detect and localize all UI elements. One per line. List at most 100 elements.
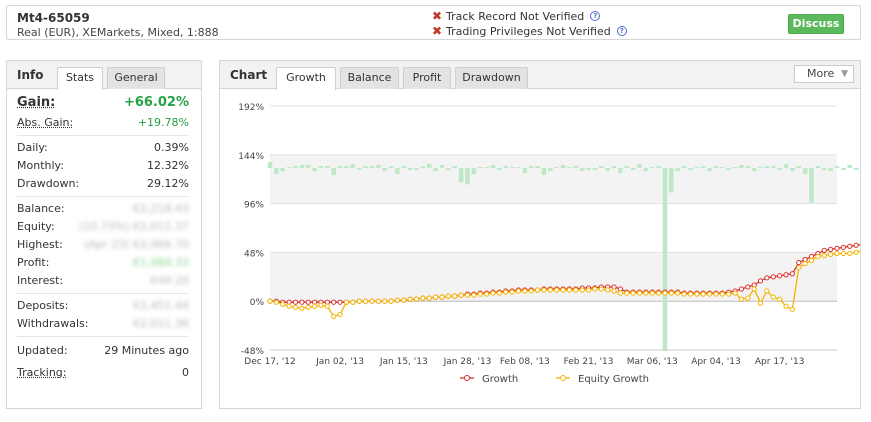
equity-growth-point — [356, 298, 362, 304]
withdrawals-label: Withdrawals: — [17, 317, 89, 330]
bar — [828, 168, 833, 172]
info-tabbar: Info Stats General — [7, 61, 201, 90]
bar — [815, 165, 821, 169]
abs-gain-value: +19.78% — [137, 116, 189, 129]
legend-marker — [560, 375, 566, 381]
equity-growth-point — [305, 304, 311, 310]
equity-growth-point — [783, 303, 789, 309]
tab-general[interactable]: General — [107, 67, 165, 89]
bar — [599, 165, 604, 169]
help-icon[interactable]: ? — [590, 11, 601, 21]
bar — [841, 168, 846, 171]
info-title: Info — [17, 68, 44, 82]
equity-growth-point — [675, 290, 681, 296]
growth-point — [783, 272, 789, 278]
equity-growth-point — [324, 303, 330, 309]
discuss-button[interactable]: Discuss — [788, 14, 844, 34]
growth-point — [770, 274, 776, 280]
equity-growth-point — [579, 287, 585, 293]
growth-point — [834, 245, 840, 251]
bar — [331, 168, 336, 176]
bar — [669, 168, 674, 193]
bar — [681, 165, 687, 169]
equity-growth-point — [464, 292, 471, 298]
bar — [446, 168, 451, 171]
bar — [274, 168, 279, 175]
more-label: More — [807, 67, 835, 80]
bar — [414, 168, 419, 171]
equity-growth-point — [757, 300, 764, 306]
equity-growth-point — [828, 251, 834, 258]
bar — [605, 168, 610, 172]
bar — [522, 168, 528, 174]
equity-growth-point — [554, 287, 560, 293]
bar — [382, 168, 387, 172]
growth-point — [847, 243, 853, 249]
withdrawals-value: €2,011.36 — [133, 317, 189, 330]
profit-label: Profit: — [17, 256, 50, 269]
growth-point — [757, 278, 764, 284]
tracking-link[interactable]: Tracking: — [17, 366, 67, 379]
bar — [586, 168, 591, 171]
bar — [305, 164, 311, 169]
bar — [700, 165, 706, 169]
equity-growth-point — [388, 298, 394, 304]
equity-growth-point — [375, 298, 381, 304]
equity-growth-point — [706, 291, 713, 297]
bar — [726, 168, 731, 171]
bar — [611, 165, 617, 169]
bar — [401, 165, 407, 169]
updated-label: Updated: — [17, 344, 68, 357]
bar — [809, 168, 814, 203]
equity-growth-point — [815, 253, 821, 260]
equity-growth-point — [433, 294, 439, 300]
growth-point — [745, 284, 751, 290]
bar — [656, 165, 661, 169]
x-mark-icon: ✖ — [432, 9, 443, 23]
x-tick-label: Apr 17, '13 — [755, 357, 805, 367]
equity-growth-point — [789, 306, 796, 312]
bar — [783, 163, 789, 169]
equity-growth-point — [802, 260, 808, 267]
tab-drawdown[interactable]: Drawdown — [455, 67, 528, 89]
equity-growth-point — [821, 252, 827, 259]
account-header: Mt4-65059 Real (EUR), XEMarkets, Mixed, … — [6, 5, 861, 40]
tab-growth[interactable]: Growth — [276, 67, 336, 90]
equity-growth-point — [840, 250, 846, 257]
equity-growth-point — [751, 286, 757, 292]
equity-growth-point — [738, 296, 745, 302]
chevron-down-icon: ▼ — [841, 69, 848, 79]
more-dropdown[interactable]: More ▼ — [794, 65, 854, 83]
help-icon[interactable]: ? — [616, 26, 627, 36]
bar — [567, 167, 572, 169]
bar — [395, 168, 400, 175]
equity-growth-point — [286, 303, 292, 309]
growth-point — [828, 246, 834, 252]
tab-profit[interactable]: Profit — [403, 67, 451, 89]
interest-label: Interest: — [17, 274, 64, 287]
equity-growth-point — [796, 265, 802, 271]
tab-balance[interactable]: Balance — [340, 67, 399, 89]
deposits-section: Deposits: €2,451.44 Withdrawals: €2,011.36 — [17, 294, 189, 337]
bar — [764, 165, 770, 169]
deposits-label: Deposits: — [17, 299, 69, 312]
equity-label: Equity: — [17, 220, 55, 233]
tab-stats[interactable]: Stats — [57, 67, 103, 90]
x-tick-label: Jan 15, '13 — [379, 357, 428, 367]
bar — [535, 165, 540, 169]
equity-growth-point — [515, 288, 522, 294]
bar — [548, 168, 553, 172]
equity-growth-point — [668, 290, 674, 296]
equity-growth-point — [662, 290, 668, 296]
equity-growth-point — [452, 293, 458, 299]
equity-growth-point — [299, 305, 305, 311]
equity-growth-point — [267, 298, 273, 304]
legend-label: Growth — [482, 374, 518, 385]
bar — [490, 164, 496, 169]
tracking-value: 0 — [182, 366, 189, 379]
updated-value: 29 Minutes ago — [104, 344, 189, 357]
interest-value: €44.20 — [150, 274, 190, 287]
bar — [739, 164, 744, 169]
updated-section: Updated: 29 Minutes ago Tracking: 0 — [17, 337, 189, 387]
equity-growth-point — [490, 290, 496, 296]
